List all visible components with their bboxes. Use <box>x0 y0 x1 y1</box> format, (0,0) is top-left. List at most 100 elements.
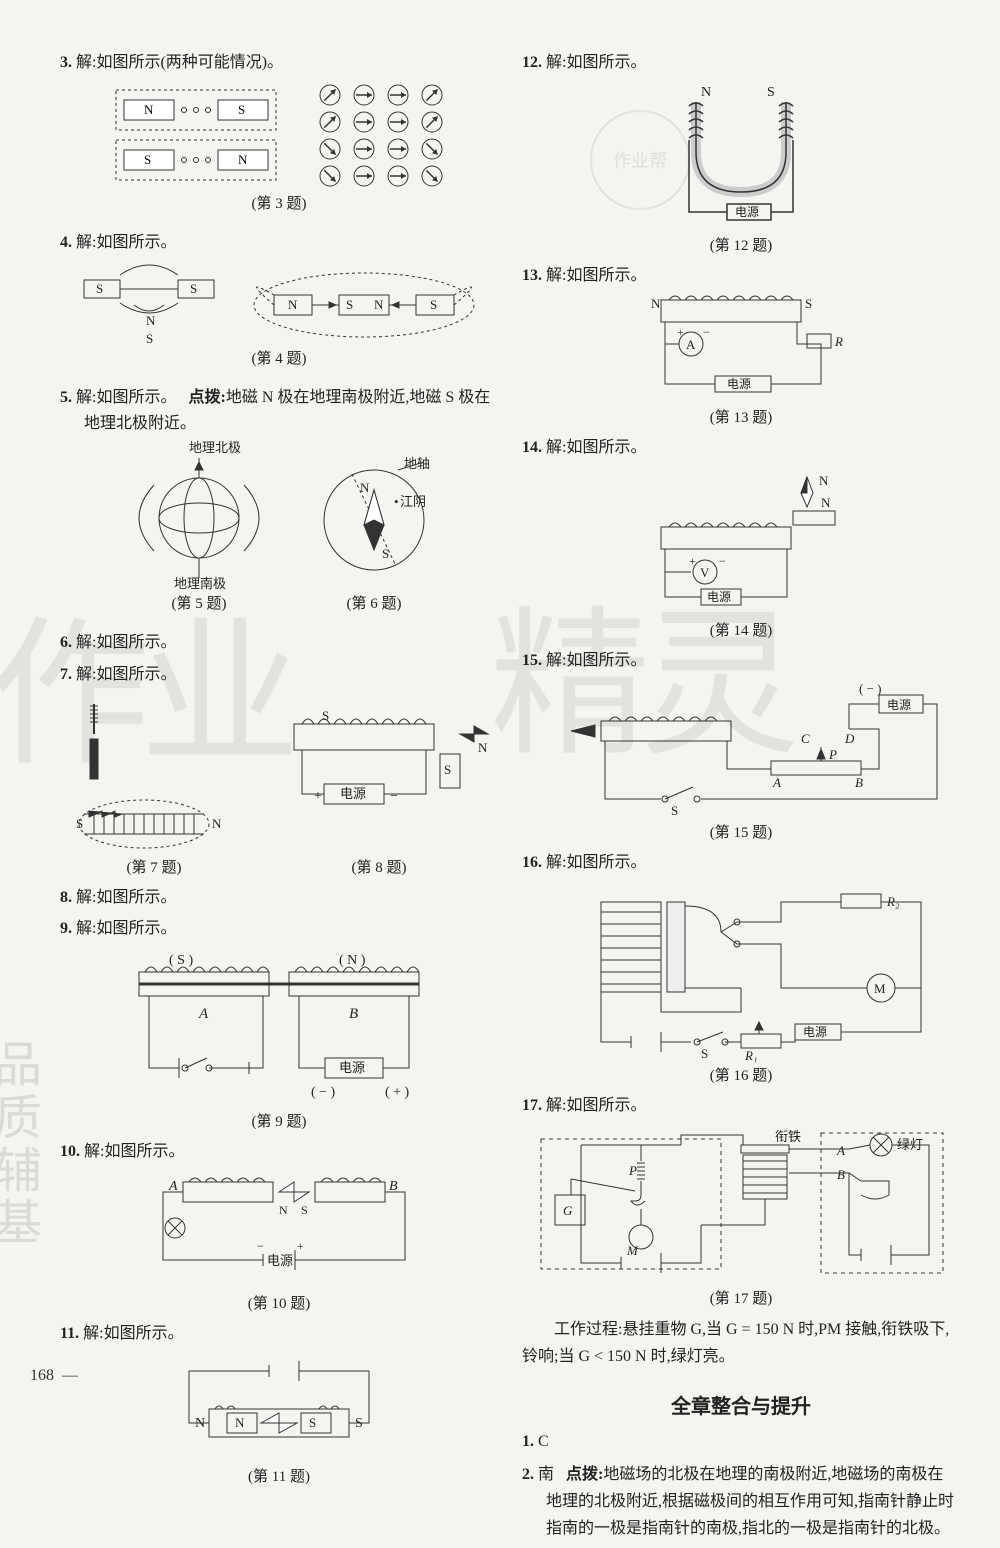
svg-text:N: N <box>144 102 154 117</box>
problem-17-desc2: 铃响;当 G < 150 N 时,绿灯亮。 <box>522 1348 735 1365</box>
problem-6-text: 如图所示。 <box>96 634 176 651</box>
fig5: 地理北极 地理南极 (第 5 题) <box>114 440 284 624</box>
svg-text:−: − <box>390 789 398 804</box>
q2-tiplabel: 点拨: <box>566 1466 603 1483</box>
problem-10-prefix: 解: <box>84 1143 104 1160</box>
page-number-dash: — <box>62 1367 78 1384</box>
problem-10-num: 10. <box>60 1143 80 1160</box>
svg-text:D: D <box>844 731 855 746</box>
problem-12: 12. 解:如图所示。 <box>522 50 960 76</box>
svg-text:N: N <box>195 1416 205 1431</box>
problem-6-num: 6. <box>60 634 72 651</box>
fig9-caption: (第 9 题) <box>252 1110 307 1131</box>
section-title: 全章整合与提升 <box>522 1390 960 1419</box>
svg-text:N: N <box>374 297 384 312</box>
q1-ans: C <box>538 1433 549 1450</box>
problem-17: 17. 解:如图所示。 <box>522 1093 960 1119</box>
svg-text:N: N <box>360 480 370 495</box>
problem-7: 7. 解:如图所示。 <box>60 662 498 688</box>
problem-17-num: 17. <box>522 1097 542 1114</box>
fig3-magnets: N S S N <box>106 80 286 190</box>
fig7-caption: (第 7 题) <box>127 856 182 877</box>
problem-14-prefix: 解: <box>546 439 566 456</box>
fig17-caption: (第 17 题) <box>710 1287 773 1308</box>
svg-text:电源: 电源 <box>340 786 366 801</box>
svg-text:电源: 电源 <box>339 1060 365 1075</box>
svg-text:( N ): ( N ) <box>339 953 366 968</box>
problem-11-prefix: 解: <box>83 1325 103 1342</box>
problem-13: 13. 解:如图所示。 <box>522 263 960 289</box>
svg-text:S: S <box>238 102 245 117</box>
svg-text:−: − <box>257 1239 264 1253</box>
problem-13-num: 13. <box>522 267 542 284</box>
svg-text:M: M <box>874 981 886 996</box>
fig15: ( − ) 电源 S A B C D P <box>541 679 941 850</box>
problem-6: 6. 解:如图所示。 <box>60 630 498 656</box>
svg-text:地理北极: 地理北极 <box>189 440 241 455</box>
problem-4-num: 4. <box>60 234 72 251</box>
problem-5-text1: 如图所示。 <box>96 389 176 406</box>
svg-text:+: + <box>297 1239 304 1253</box>
svg-text:R₁: R₁ <box>744 1048 757 1062</box>
svg-text:−: − <box>719 554 726 568</box>
problem-17-text: 如图所示。 <box>566 1097 646 1114</box>
svg-text:A: A <box>686 337 696 352</box>
svg-text:衔铁: 衔铁 <box>775 1129 801 1144</box>
problem-11-text: 如图所示。 <box>104 1325 184 1342</box>
fig8-caption: (第 8 题) <box>352 856 407 877</box>
svg-text:S: S <box>146 331 153 345</box>
problem-5-prefix: 解: <box>76 389 96 406</box>
svg-text:S: S <box>430 297 437 312</box>
svg-text:G: G <box>563 1203 573 1218</box>
svg-text:N: N <box>238 152 248 167</box>
problem-6-prefix: 解: <box>76 634 96 651</box>
q1-num: 1. <box>522 1433 534 1450</box>
fig16-caption: (第 16 题) <box>710 1064 773 1085</box>
svg-text:S: S <box>301 1203 308 1217</box>
svg-text:A: A <box>198 1006 209 1022</box>
svg-text:S: S <box>444 762 451 777</box>
problem-5-tip2: 地理北极附近。 <box>84 415 196 432</box>
fig6-caption: (第 6 题) <box>347 592 402 616</box>
svg-text:S: S <box>96 281 103 296</box>
problem-17-prefix: 解: <box>546 1097 566 1114</box>
svg-text:N: N <box>478 740 488 755</box>
problem-16-num: 16. <box>522 854 542 871</box>
problem-13-text: 如图所示。 <box>566 267 646 284</box>
svg-text:N: N <box>288 297 298 312</box>
problem-13-prefix: 解: <box>546 267 566 284</box>
problem-5: 5. 解:如图所示。 点拨:地磁 N 极在地理南极附近,地磁 S 极在 地理北极… <box>60 385 498 624</box>
svg-text:A: A <box>836 1143 845 1158</box>
problem-5-tip: 地磁 N 极在地理南极附近,地磁 S 极在 <box>226 389 490 406</box>
svg-text:M: M <box>626 1243 639 1258</box>
problem-9-num: 9. <box>60 920 72 937</box>
svg-text:N: N <box>819 473 829 488</box>
q2-l1: 地磁场的北极在地理的南极附近,地磁场的南极在 <box>603 1466 943 1483</box>
question-1: 1. C <box>522 1429 960 1455</box>
svg-text:( + ): ( + ) <box>385 1085 410 1100</box>
svg-text:( − ): ( − ) <box>311 1085 336 1100</box>
svg-text:B: B <box>349 1006 358 1022</box>
left-column: 3. 解:如图所示(两种可能情况)。 <box>60 50 498 1548</box>
problem-11: 11. 解:如图所示。 <box>60 1321 498 1347</box>
svg-text:S: S <box>76 816 83 831</box>
svg-text:电源: 电源 <box>727 377 751 391</box>
problem-8-num: 8. <box>60 889 72 906</box>
q2-l2: 地理的北极附近,根据磁极间的相互作用可知,指南针静止时 <box>546 1493 954 1510</box>
svg-text:N: N <box>146 313 156 328</box>
fig3-caption: (第 3 题) <box>60 192 498 216</box>
fig11-caption: (第 11 题) <box>248 1465 310 1486</box>
svg-text:−: − <box>703 325 710 339</box>
svg-text:S: S <box>671 803 678 818</box>
problem-15-num: 15. <box>522 652 542 669</box>
svg-text:A: A <box>772 775 781 790</box>
problem-10: 10. 解:如图所示。 <box>60 1139 498 1165</box>
problem-7-num: 7. <box>60 666 72 683</box>
svg-text:S: S <box>144 152 151 167</box>
svg-text:P: P <box>828 747 837 762</box>
problem-12-num: 12. <box>522 54 542 71</box>
problem-16-prefix: 解: <box>546 854 566 871</box>
problem-7-text: 如图所示。 <box>96 666 176 683</box>
svg-text:N: N <box>821 495 831 510</box>
svg-text:V: V <box>700 565 710 580</box>
